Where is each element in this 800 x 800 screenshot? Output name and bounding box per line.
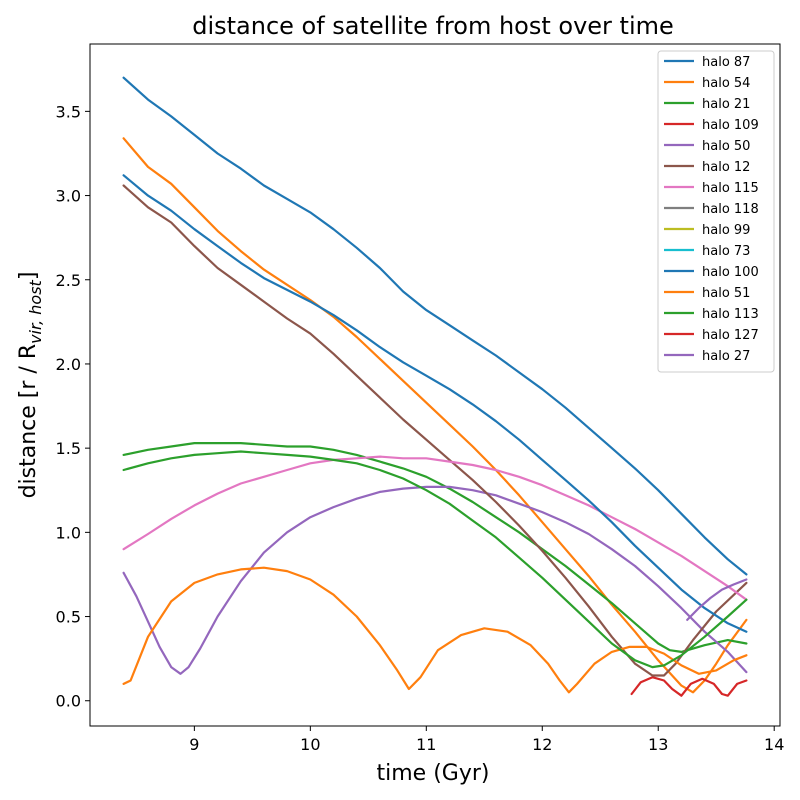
series-line-halo-21 xyxy=(122,442,748,654)
series-line-halo-87 xyxy=(122,76,748,576)
y-tick-label: 0.0 xyxy=(56,692,81,711)
legend: halo 87 halo 54 halo 21 halo 109 halo 50 halo… xyxy=(657,50,775,373)
x-tick-label: 11 xyxy=(416,735,436,754)
plot-lines xyxy=(122,76,748,697)
legend-label: halo 100 xyxy=(702,265,759,280)
series-line-halo-27 xyxy=(686,578,748,622)
x-tick-label: 13 xyxy=(648,735,668,754)
legend-label: halo 113 xyxy=(702,307,759,322)
y-tick-label: 2.0 xyxy=(56,355,81,374)
x-axis-title: time (Gyr) xyxy=(377,761,490,786)
legend-label: halo 115 xyxy=(702,181,759,196)
chart-title: distance of satellite from host over tim… xyxy=(192,12,674,40)
y-tick-label: 2.5 xyxy=(56,271,81,290)
y-tick-label: 1.0 xyxy=(56,523,81,542)
x-tick-label: 12 xyxy=(532,735,552,754)
series-line-halo-50 xyxy=(122,485,748,675)
legend-label: halo 87 xyxy=(702,55,750,70)
series-line-halo-113 xyxy=(122,450,748,669)
y-tick-label: 3.0 xyxy=(56,187,81,206)
series-line-halo-51 xyxy=(122,566,748,694)
y-axis-title-main: distance [r / R xyxy=(16,344,41,499)
y-axis-title-end: ] xyxy=(16,272,41,281)
legend-label: halo 27 xyxy=(702,349,750,364)
x-tick-label: 9 xyxy=(189,735,199,754)
legend-label: halo 21 xyxy=(702,97,750,112)
legend-label: halo 54 xyxy=(702,76,750,91)
legend-label: halo 50 xyxy=(702,139,750,154)
legend-label: halo 109 xyxy=(702,118,759,133)
legend-label: halo 127 xyxy=(702,328,759,343)
y-tick-label: 1.5 xyxy=(56,439,81,458)
legend-label: halo 118 xyxy=(702,202,759,217)
x-tick-label: 10 xyxy=(300,735,320,754)
y-axis-title-sub: vir, host xyxy=(26,279,45,343)
y-axis-title: distance [r / Rvir, host] xyxy=(16,272,45,499)
legend-label: halo 51 xyxy=(702,286,750,301)
series-line-halo-115 xyxy=(122,455,748,601)
y-tick-label: 0.5 xyxy=(56,608,81,627)
plot-frame xyxy=(89,43,781,727)
x-axis-ticks: 9 10 11 12 13 14 xyxy=(189,726,784,754)
legend-label: halo 12 xyxy=(702,160,750,175)
x-tick-label: 14 xyxy=(764,735,784,754)
series-line-halo-12 xyxy=(122,184,748,677)
legend-label: halo 73 xyxy=(702,244,750,259)
series-line-halo-100 xyxy=(122,174,748,633)
y-tick-label: 3.5 xyxy=(56,102,81,121)
series-line-halo-54 xyxy=(122,137,748,694)
y-axis-ticks: 0.0 0.5 1.0 1.5 2.0 2.5 3.0 3.5 xyxy=(56,102,90,711)
series-line-halo-109 xyxy=(630,676,748,697)
legend-label: halo 99 xyxy=(702,223,750,238)
